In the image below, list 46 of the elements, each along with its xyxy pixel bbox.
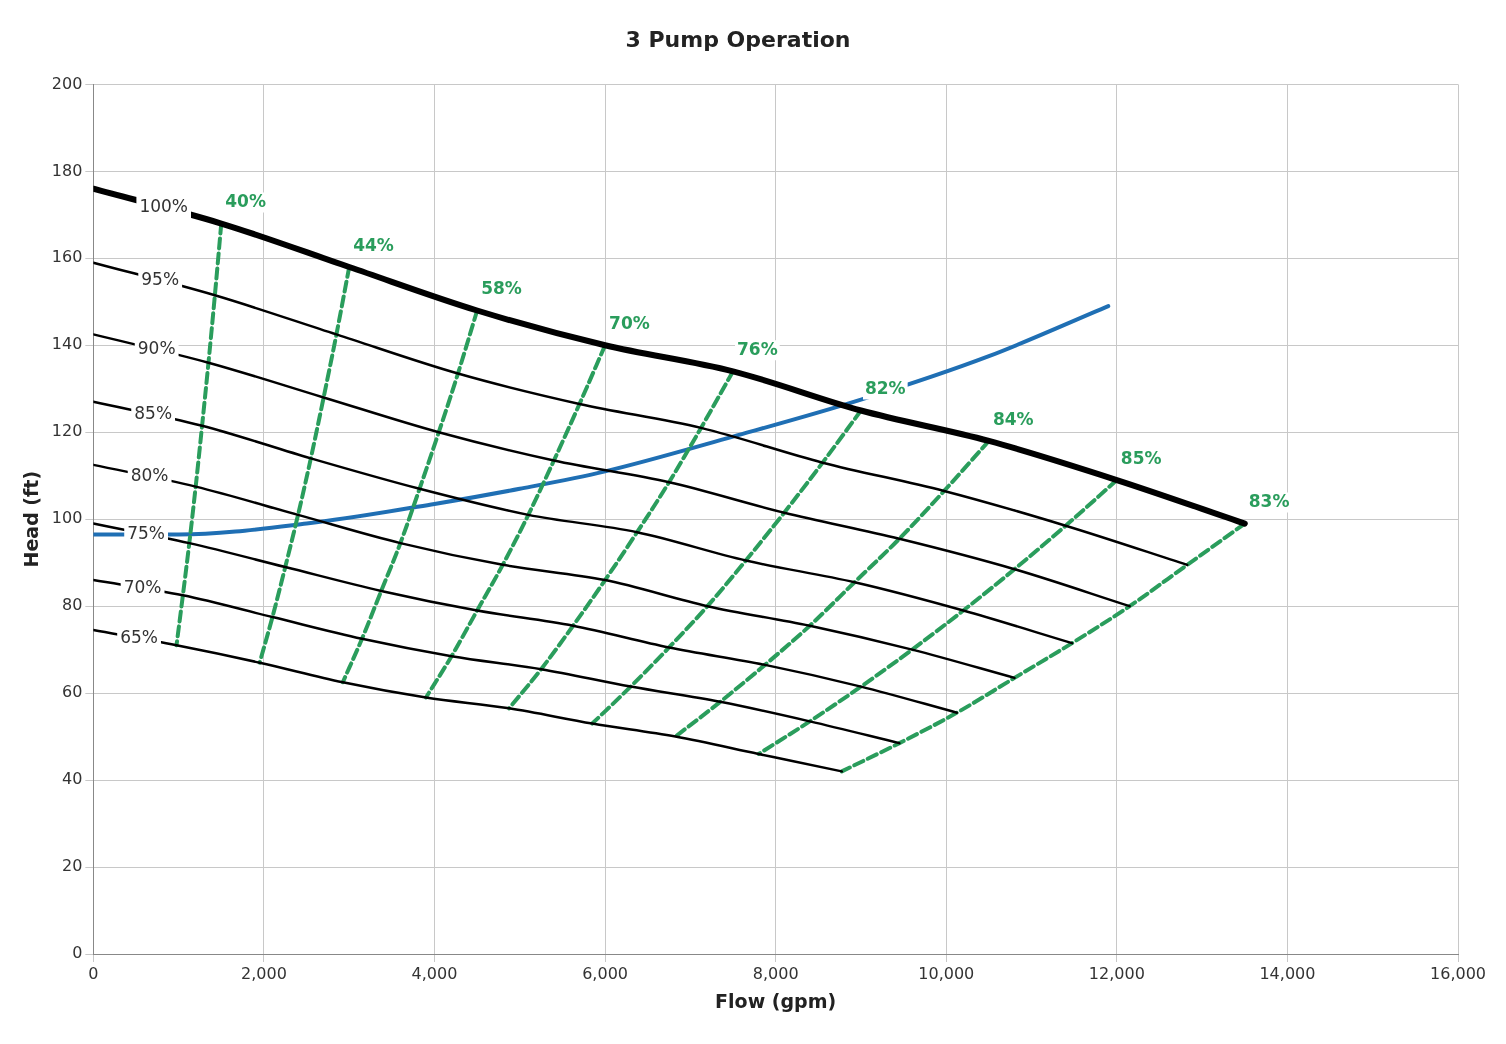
line-series (93, 628, 844, 773)
y-tick-label: 60 (61, 682, 83, 702)
series-label: 76% (737, 339, 778, 360)
y-tick-label: 120 (51, 421, 83, 441)
y-tick-label: 0 (72, 943, 83, 963)
y-axis-title: Head (ft) (20, 470, 43, 568)
x-tick-label: 16,000 (1430, 963, 1486, 983)
series-label: 40% (225, 191, 266, 212)
x-tick-label: 0 (88, 963, 99, 983)
x-tick-label: 4,000 (411, 963, 458, 983)
series-label: 70% (609, 313, 650, 334)
y-tick-label: 80 (61, 595, 83, 615)
series-label: 85% (1120, 447, 1162, 468)
series-label: 95% (141, 269, 180, 290)
y-tick-label: 160 (51, 247, 83, 267)
line-series (93, 261, 1189, 567)
series-label: 58% (481, 278, 522, 299)
x-tick-label: 12,000 (1088, 963, 1145, 983)
y-tick-label: 180 (51, 160, 83, 180)
line-series (93, 400, 1074, 645)
line-series (93, 463, 1016, 680)
x-tick-label: 8,000 (752, 963, 799, 983)
series-label: 75% (127, 522, 166, 543)
x-tick-label: 14,000 (1259, 963, 1316, 983)
y-tick-label: 100 (51, 508, 83, 528)
series-label: 100% (139, 196, 189, 217)
y-tick-label: 20 (61, 856, 83, 876)
y-tick-label: 40 (61, 769, 83, 789)
chart-title: 3 Pump Operation (625, 26, 851, 52)
series-label: 84% (992, 408, 1034, 429)
series-label: 70% (123, 576, 162, 597)
line-series (93, 578, 901, 745)
series-label: 82% (864, 378, 906, 399)
line-series (93, 522, 959, 714)
series-label: 83% (1248, 491, 1290, 512)
y-tick-label: 200 (51, 73, 83, 93)
series-label: 44% (353, 234, 394, 255)
series-label: 80% (130, 465, 169, 486)
x-axis-title: Flow (gpm) (715, 989, 837, 1012)
x-tick-label: 2,000 (241, 963, 287, 983)
series-label: 85% (134, 403, 173, 424)
x-tick-label: 10,000 (918, 963, 975, 983)
x-tick-label: 6,000 (582, 963, 628, 983)
series-label: 90% (137, 338, 176, 359)
series-label: 65% (120, 626, 158, 647)
y-tick-label: 140 (51, 334, 83, 354)
